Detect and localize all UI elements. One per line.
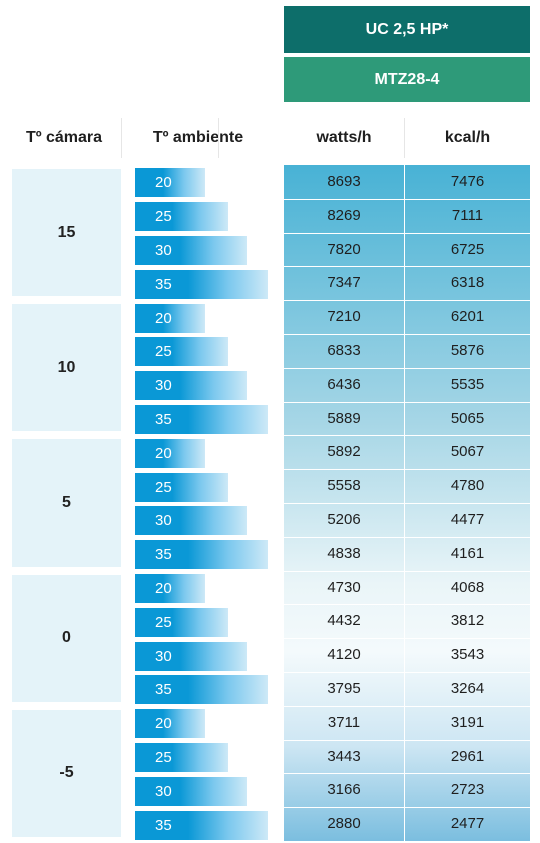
column-header-camara: Tº cámara xyxy=(25,129,103,146)
ambient-temp-bar: 20 xyxy=(135,438,205,468)
row-divider xyxy=(284,536,530,538)
row-divider xyxy=(284,232,530,234)
ambient-temp-bar: 35 xyxy=(135,269,268,299)
kcal-value: 4161 xyxy=(450,544,485,562)
row-divider xyxy=(284,300,530,302)
kcal-value: 5067 xyxy=(450,443,485,461)
column-header-kcal: kcal/h xyxy=(444,129,491,146)
kcal-value: 6725 xyxy=(450,240,485,258)
kcal-value: 6318 xyxy=(450,274,485,292)
ambient-temp-bar: 30 xyxy=(135,641,247,671)
ambient-temp-bar: 20 xyxy=(135,709,205,739)
row-divider xyxy=(284,773,530,775)
kcal-value: 4477 xyxy=(450,511,485,528)
kcal-value: 2961 xyxy=(450,747,485,765)
watts-value: 5892 xyxy=(327,443,361,461)
row-divider xyxy=(284,604,530,606)
kcal-value: 3264 xyxy=(450,680,485,697)
kcal-value: 3543 xyxy=(450,646,485,664)
row-divider xyxy=(284,266,530,268)
row-divider xyxy=(284,334,530,335)
ambient-temp-bar: 35 xyxy=(135,675,268,705)
row-divider xyxy=(284,469,530,471)
ambient-temp-bar: 25 xyxy=(135,743,228,772)
kcal-value: 7111 xyxy=(451,206,484,224)
ambient-temp-bar: 35 xyxy=(135,810,268,840)
header-divider xyxy=(218,118,219,158)
row-divider xyxy=(284,401,530,403)
ambient-temp-bar: 35 xyxy=(135,540,268,570)
ambient-temp-bar: 25 xyxy=(135,337,228,367)
compressor-header: MTZ28-4 xyxy=(284,57,530,102)
watts-value: 7347 xyxy=(327,274,361,292)
column-header-ambiente: Tº ambiente xyxy=(152,129,244,146)
camara-temp-cell: 5 xyxy=(12,439,121,567)
watts-value: 4838 xyxy=(327,544,361,562)
column-header-watts: watts/h xyxy=(316,129,372,146)
ambient-temp-bar: 20 xyxy=(135,303,205,333)
camara-temp-cell: 15 xyxy=(12,169,121,297)
watts-value: 8269 xyxy=(327,206,361,224)
kcal-value: 5065 xyxy=(450,409,485,427)
ambient-temp-bar: 25 xyxy=(135,472,228,502)
header-divider xyxy=(121,118,122,158)
camara-temp-cell: 10 xyxy=(12,304,121,432)
ambient-temp-bar: 20 xyxy=(135,574,205,603)
row-divider xyxy=(284,367,530,369)
row-divider xyxy=(284,739,530,741)
camara-temp-cell: -5 xyxy=(12,709,121,837)
row-divider xyxy=(284,198,530,200)
watts-value: 8693 xyxy=(327,173,361,190)
row-divider xyxy=(284,807,530,809)
kcal-value: 7476 xyxy=(450,173,485,190)
row-divider xyxy=(284,570,530,572)
kcal-value: 5535 xyxy=(450,375,485,393)
ambient-temp-bar: 30 xyxy=(135,236,247,265)
watts-value: 6833 xyxy=(327,342,361,359)
camara-temp-cell: 0 xyxy=(12,574,121,702)
kcal-value: 2477 xyxy=(450,815,485,833)
ambient-temp-bar: 25 xyxy=(135,202,228,232)
watts-value: 7210 xyxy=(327,308,361,326)
row-divider xyxy=(284,638,530,640)
kcal-value: 5876 xyxy=(450,342,485,359)
row-divider xyxy=(284,705,530,707)
watts-value: 4120 xyxy=(327,646,361,664)
header-divider xyxy=(404,118,405,158)
ambient-temp-bar: 20 xyxy=(135,168,205,198)
kcal-value: 6201 xyxy=(450,308,485,326)
kcal-value: 2723 xyxy=(450,781,485,799)
watts-value: 7820 xyxy=(327,240,361,258)
watts-value: 4432 xyxy=(327,612,361,630)
watts-value: 5558 xyxy=(327,477,361,495)
ambient-temp-bar: 30 xyxy=(135,776,247,806)
kcal-value: 4780 xyxy=(450,477,485,495)
ambient-temp-bar: 35 xyxy=(135,405,268,434)
ambient-temp-bar: 30 xyxy=(135,371,247,401)
kcal-value: 4068 xyxy=(450,578,485,596)
watts-value: 3443 xyxy=(327,747,361,765)
watts-value: 5889 xyxy=(327,409,361,427)
watts-value: 3795 xyxy=(327,680,361,697)
model-header: UC 2,5 HP* xyxy=(284,6,530,53)
row-divider xyxy=(284,503,530,504)
watts-value: 3711 xyxy=(327,713,361,731)
watts-value: 4730 xyxy=(327,578,361,596)
kcal-value: 3812 xyxy=(450,612,485,630)
ambient-temp-bar: 30 xyxy=(135,506,247,536)
watts-value: 3166 xyxy=(327,781,361,799)
watts-value: 2880 xyxy=(327,815,361,833)
kcal-value: 3191 xyxy=(450,713,485,731)
watts-value: 5206 xyxy=(327,511,361,528)
row-divider xyxy=(284,435,530,437)
ambient-temp-bar: 25 xyxy=(135,607,228,637)
watts-value: 6436 xyxy=(327,375,361,393)
row-divider xyxy=(284,672,530,673)
